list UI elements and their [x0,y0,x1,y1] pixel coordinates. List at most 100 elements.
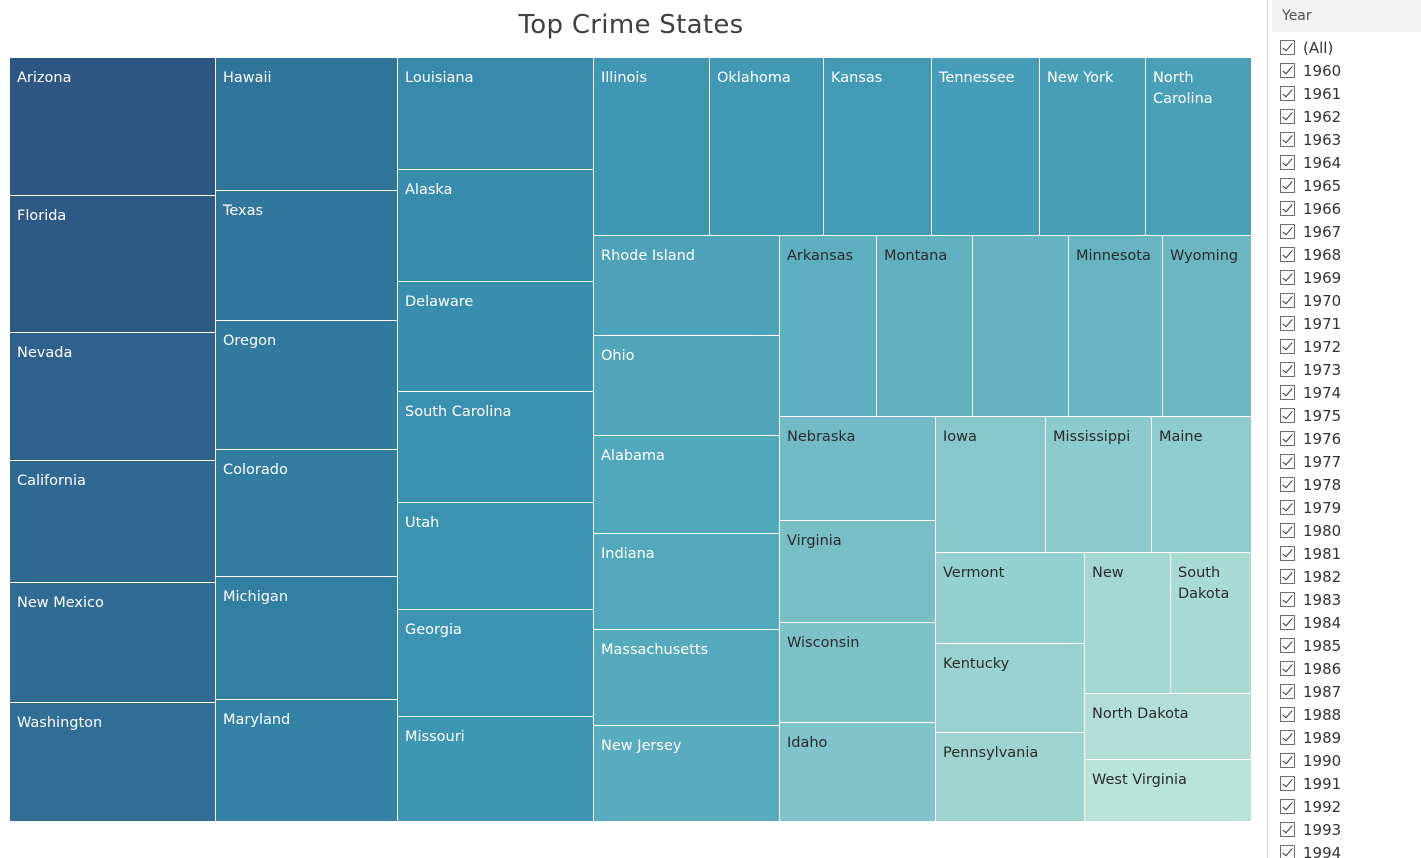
filter-option-1976[interactable]: 1976 [1280,429,1420,452]
filter-option-1986[interactable]: 1986 [1280,659,1420,682]
filter-option-all[interactable]: (All) [1280,38,1420,61]
filter-option-1992[interactable]: 1992 [1280,797,1420,820]
treemap-tile-delaware[interactable]: Delaware [398,282,594,392]
checkbox-checked-icon[interactable] [1280,546,1295,561]
checkbox-checked-icon[interactable] [1280,132,1295,147]
checkbox-checked-icon[interactable] [1280,845,1295,858]
filter-option-1964[interactable]: 1964 [1280,153,1420,176]
filter-option-1991[interactable]: 1991 [1280,774,1420,797]
treemap-tile-oregon[interactable]: Oregon [216,321,398,450]
checkbox-checked-icon[interactable] [1280,40,1295,55]
treemap-tile-nevada[interactable]: Nevada [10,333,216,461]
treemap-tile-virginia[interactable]: Virginia [780,521,936,623]
treemap-tile-rhode-island[interactable]: Rhode Island [594,236,780,336]
filter-option-1960[interactable]: 1960 [1280,61,1420,84]
checkbox-checked-icon[interactable] [1280,753,1295,768]
filter-option-1987[interactable]: 1987 [1280,682,1420,705]
filter-option-1967[interactable]: 1967 [1280,222,1420,245]
filter-option-1971[interactable]: 1971 [1280,314,1420,337]
checkbox-checked-icon[interactable] [1280,730,1295,745]
filter-option-1968[interactable]: 1968 [1280,245,1420,268]
checkbox-checked-icon[interactable] [1280,270,1295,285]
treemap-tile-new[interactable]: New [1085,553,1171,694]
treemap-tile-iowa[interactable]: Iowa [936,417,1046,553]
filter-option-1983[interactable]: 1983 [1280,590,1420,613]
treemap-tile-kansas[interactable]: Kansas [824,58,932,236]
filter-option-1973[interactable]: 1973 [1280,360,1420,383]
treemap-tile-west-virginia[interactable]: West Virginia [1085,760,1252,822]
treemap-tile-arizona[interactable]: Arizona [10,58,216,196]
filter-option-1979[interactable]: 1979 [1280,498,1420,521]
treemap-tile-georgia[interactable]: Georgia [398,610,594,717]
treemap-tile-hawaii[interactable]: Hawaii [216,58,398,191]
treemap-tile-texas[interactable]: Texas [216,191,398,321]
treemap-tile-new-jersey[interactable]: New Jersey [594,726,780,822]
checkbox-checked-icon[interactable] [1280,362,1295,377]
filter-option-1989[interactable]: 1989 [1280,728,1420,751]
filter-option-1988[interactable]: 1988 [1280,705,1420,728]
checkbox-checked-icon[interactable] [1280,86,1295,101]
filter-option-1970[interactable]: 1970 [1280,291,1420,314]
checkbox-checked-icon[interactable] [1280,224,1295,239]
treemap-tile-wisconsin[interactable]: Wisconsin [780,623,936,723]
treemap-tile-nebraska[interactable]: Nebraska [780,417,936,521]
treemap-tile-montana[interactable]: Montana [877,236,973,417]
checkbox-checked-icon[interactable] [1280,339,1295,354]
checkbox-checked-icon[interactable] [1280,477,1295,492]
treemap-tile-maine[interactable]: Maine [1152,417,1252,553]
checkbox-checked-icon[interactable] [1280,638,1295,653]
treemap-tile-vermont[interactable]: Vermont [936,553,1085,644]
treemap-tile-washington[interactable]: Washington [10,703,216,822]
checkbox-checked-icon[interactable] [1280,822,1295,837]
treemap-tile-unlabeled[interactable] [973,236,1069,417]
treemap-tile-oklahoma[interactable]: Oklahoma [710,58,824,236]
checkbox-checked-icon[interactable] [1280,408,1295,423]
treemap-tile-north-dakota[interactable]: North Dakota [1085,694,1252,760]
checkbox-checked-icon[interactable] [1280,592,1295,607]
treemap-tile-missouri[interactable]: Missouri [398,717,594,822]
treemap-tile-arkansas[interactable]: Arkansas [780,236,877,417]
checkbox-checked-icon[interactable] [1280,247,1295,262]
treemap-tile-colorado[interactable]: Colorado [216,450,398,577]
checkbox-checked-icon[interactable] [1280,316,1295,331]
checkbox-checked-icon[interactable] [1280,178,1295,193]
filter-option-1984[interactable]: 1984 [1280,613,1420,636]
treemap-tile-idaho[interactable]: Idaho [780,723,936,822]
checkbox-checked-icon[interactable] [1280,201,1295,216]
filter-option-1961[interactable]: 1961 [1280,84,1420,107]
filter-option-1965[interactable]: 1965 [1280,176,1420,199]
treemap-tile-alaska[interactable]: Alaska [398,170,594,282]
checkbox-checked-icon[interactable] [1280,63,1295,78]
filter-option-1966[interactable]: 1966 [1280,199,1420,222]
checkbox-checked-icon[interactable] [1280,500,1295,515]
filter-option-1969[interactable]: 1969 [1280,268,1420,291]
filter-option-1975[interactable]: 1975 [1280,406,1420,429]
filter-option-1977[interactable]: 1977 [1280,452,1420,475]
treemap-tile-new-mexico[interactable]: New Mexico [10,583,216,703]
filter-option-1990[interactable]: 1990 [1280,751,1420,774]
treemap-tile-illinois[interactable]: Illinois [594,58,710,236]
filter-option-1994[interactable]: 1994 [1280,843,1420,858]
checkbox-checked-icon[interactable] [1280,707,1295,722]
checkbox-checked-icon[interactable] [1280,776,1295,791]
treemap-tile-wyoming[interactable]: Wyoming [1163,236,1252,417]
checkbox-checked-icon[interactable] [1280,523,1295,538]
treemap-tile-pennsylvania[interactable]: Pennsylvania [936,733,1085,822]
checkbox-checked-icon[interactable] [1280,431,1295,446]
checkbox-checked-icon[interactable] [1280,454,1295,469]
checkbox-checked-icon[interactable] [1280,293,1295,308]
treemap-tile-ohio[interactable]: Ohio [594,336,780,436]
treemap-tile-minnesota[interactable]: Minnesota [1069,236,1163,417]
treemap-tile-new-york[interactable]: New York [1040,58,1146,236]
filter-option-1978[interactable]: 1978 [1280,475,1420,498]
treemap-tile-south-dakota[interactable]: South Dakota [1171,553,1252,694]
filter-option-1962[interactable]: 1962 [1280,107,1420,130]
checkbox-checked-icon[interactable] [1280,661,1295,676]
checkbox-checked-icon[interactable] [1280,569,1295,584]
filter-option-1980[interactable]: 1980 [1280,521,1420,544]
filter-option-1981[interactable]: 1981 [1280,544,1420,567]
treemap-tile-maryland[interactable]: Maryland [216,700,398,822]
treemap-tile-indiana[interactable]: Indiana [594,534,780,630]
checkbox-checked-icon[interactable] [1280,385,1295,400]
checkbox-checked-icon[interactable] [1280,109,1295,124]
